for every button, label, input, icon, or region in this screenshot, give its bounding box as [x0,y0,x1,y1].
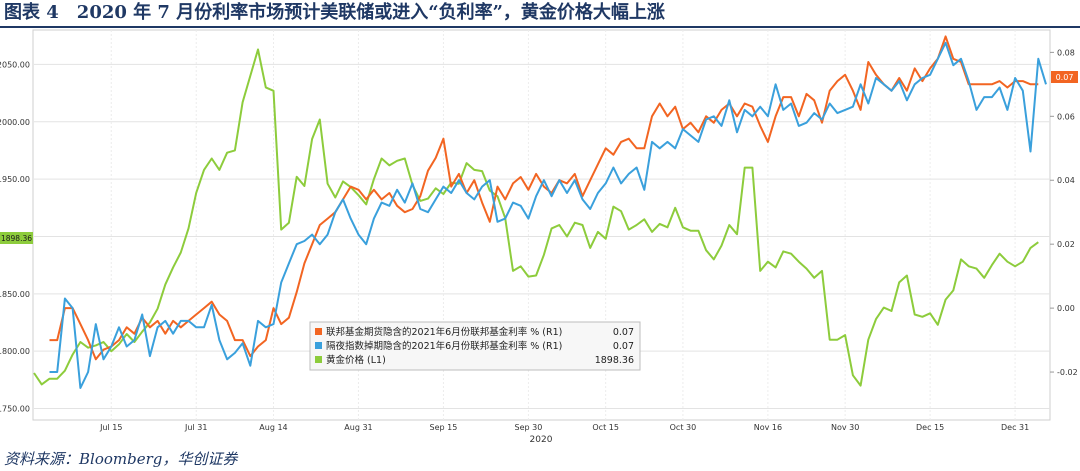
legend-swatch-gold [315,356,322,363]
series-lines [33,35,1047,389]
left-last-value-text: 1898.36 [1,234,32,243]
left-tick-label: 1800.00 [0,347,30,356]
right-last-value-text: 0.07 [1056,73,1074,82]
x-axis: Jul 15 Jul 31 Aug 14 Aug 31 Sep 15 Sep 30 Oct … [99,423,1029,432]
x-tick-label: Aug 31 [344,423,372,432]
x-tick-label: Jul 31 [184,423,207,432]
right-tick-label: 0.06 [1057,112,1075,121]
grid [34,30,1050,420]
x-axis-year: 2020 [530,435,553,445]
legend: 联邦基金期货隐含的2021年6月份联邦基金利率 % (R1) 0.07 隔夜指数… [309,321,641,371]
x-tick-label: Oct 30 [670,423,697,432]
right-last-value-tag: 0.07 [1051,71,1078,83]
x-tick-label: Jul 15 [99,423,122,432]
series-line-ois [49,41,1047,389]
x-tick-label: Oct 15 [592,423,619,432]
left-tick-label: 2050.00 [0,60,30,69]
source-note: 资料来源：Bloomberg，华创证券 [4,450,238,468]
left-last-value-tag: 1898.36 [0,232,33,244]
x-tick-label: Sep 30 [515,423,543,432]
left-tick-label: 1950.00 [0,175,30,184]
line-chart: 1750.001800.001850.001900.001950.002000.… [0,29,1078,445]
x-tick-label: Sep 15 [430,423,458,432]
series-line-gold [33,48,1039,387]
right-axis: -0.02 0.00 0.02 0.04 0.06 0.08 [1050,48,1078,377]
x-tick-label: Dec 31 [1001,423,1029,432]
x-tick-label: Aug 14 [259,423,287,432]
legend-label-gold: 黄金价格 (L1) [326,354,386,366]
legend-value-gold: 1898.36 [595,355,634,366]
series-line-fed-futures [49,35,1039,361]
right-last-value-bg [1051,71,1078,83]
legend-swatch-fed-futures [315,328,322,335]
x-tick-label: Nov 16 [754,423,782,432]
left-last-value-bg [0,232,33,244]
right-tick-label: 0.02 [1057,240,1075,249]
left-tick-label: 2000.00 [0,118,30,127]
legend-label-fed-futures: 联邦基金期货隐含的2021年6月份联邦基金利率 % (R1) [326,326,562,338]
legend-value-fed-futures: 0.07 [613,327,634,338]
x-tick-label: Nov 30 [831,423,859,432]
right-tick-label: 0.04 [1057,176,1075,185]
right-tick-label: -0.02 [1057,368,1078,377]
left-tick-label: 1850.00 [0,290,30,299]
chart-title: 图表 4 2020 年 7 月份利率市场预计美联储或进入“负利率”，黄金价格大幅… [4,2,665,23]
right-tick-label: 0.08 [1057,48,1075,57]
legend-swatch-ois [315,342,322,349]
legend-box [309,321,641,371]
left-tick-label: 1750.00 [0,405,30,414]
legend-value-ois: 0.07 [613,341,634,352]
legend-label-ois: 隔夜指数掉期隐含的2021年6月份联邦基金利率 % (R1) [326,340,562,352]
x-tick-label: Dec 15 [916,423,944,432]
right-tick-label: 0.00 [1057,304,1075,313]
title-divider [0,26,1080,28]
